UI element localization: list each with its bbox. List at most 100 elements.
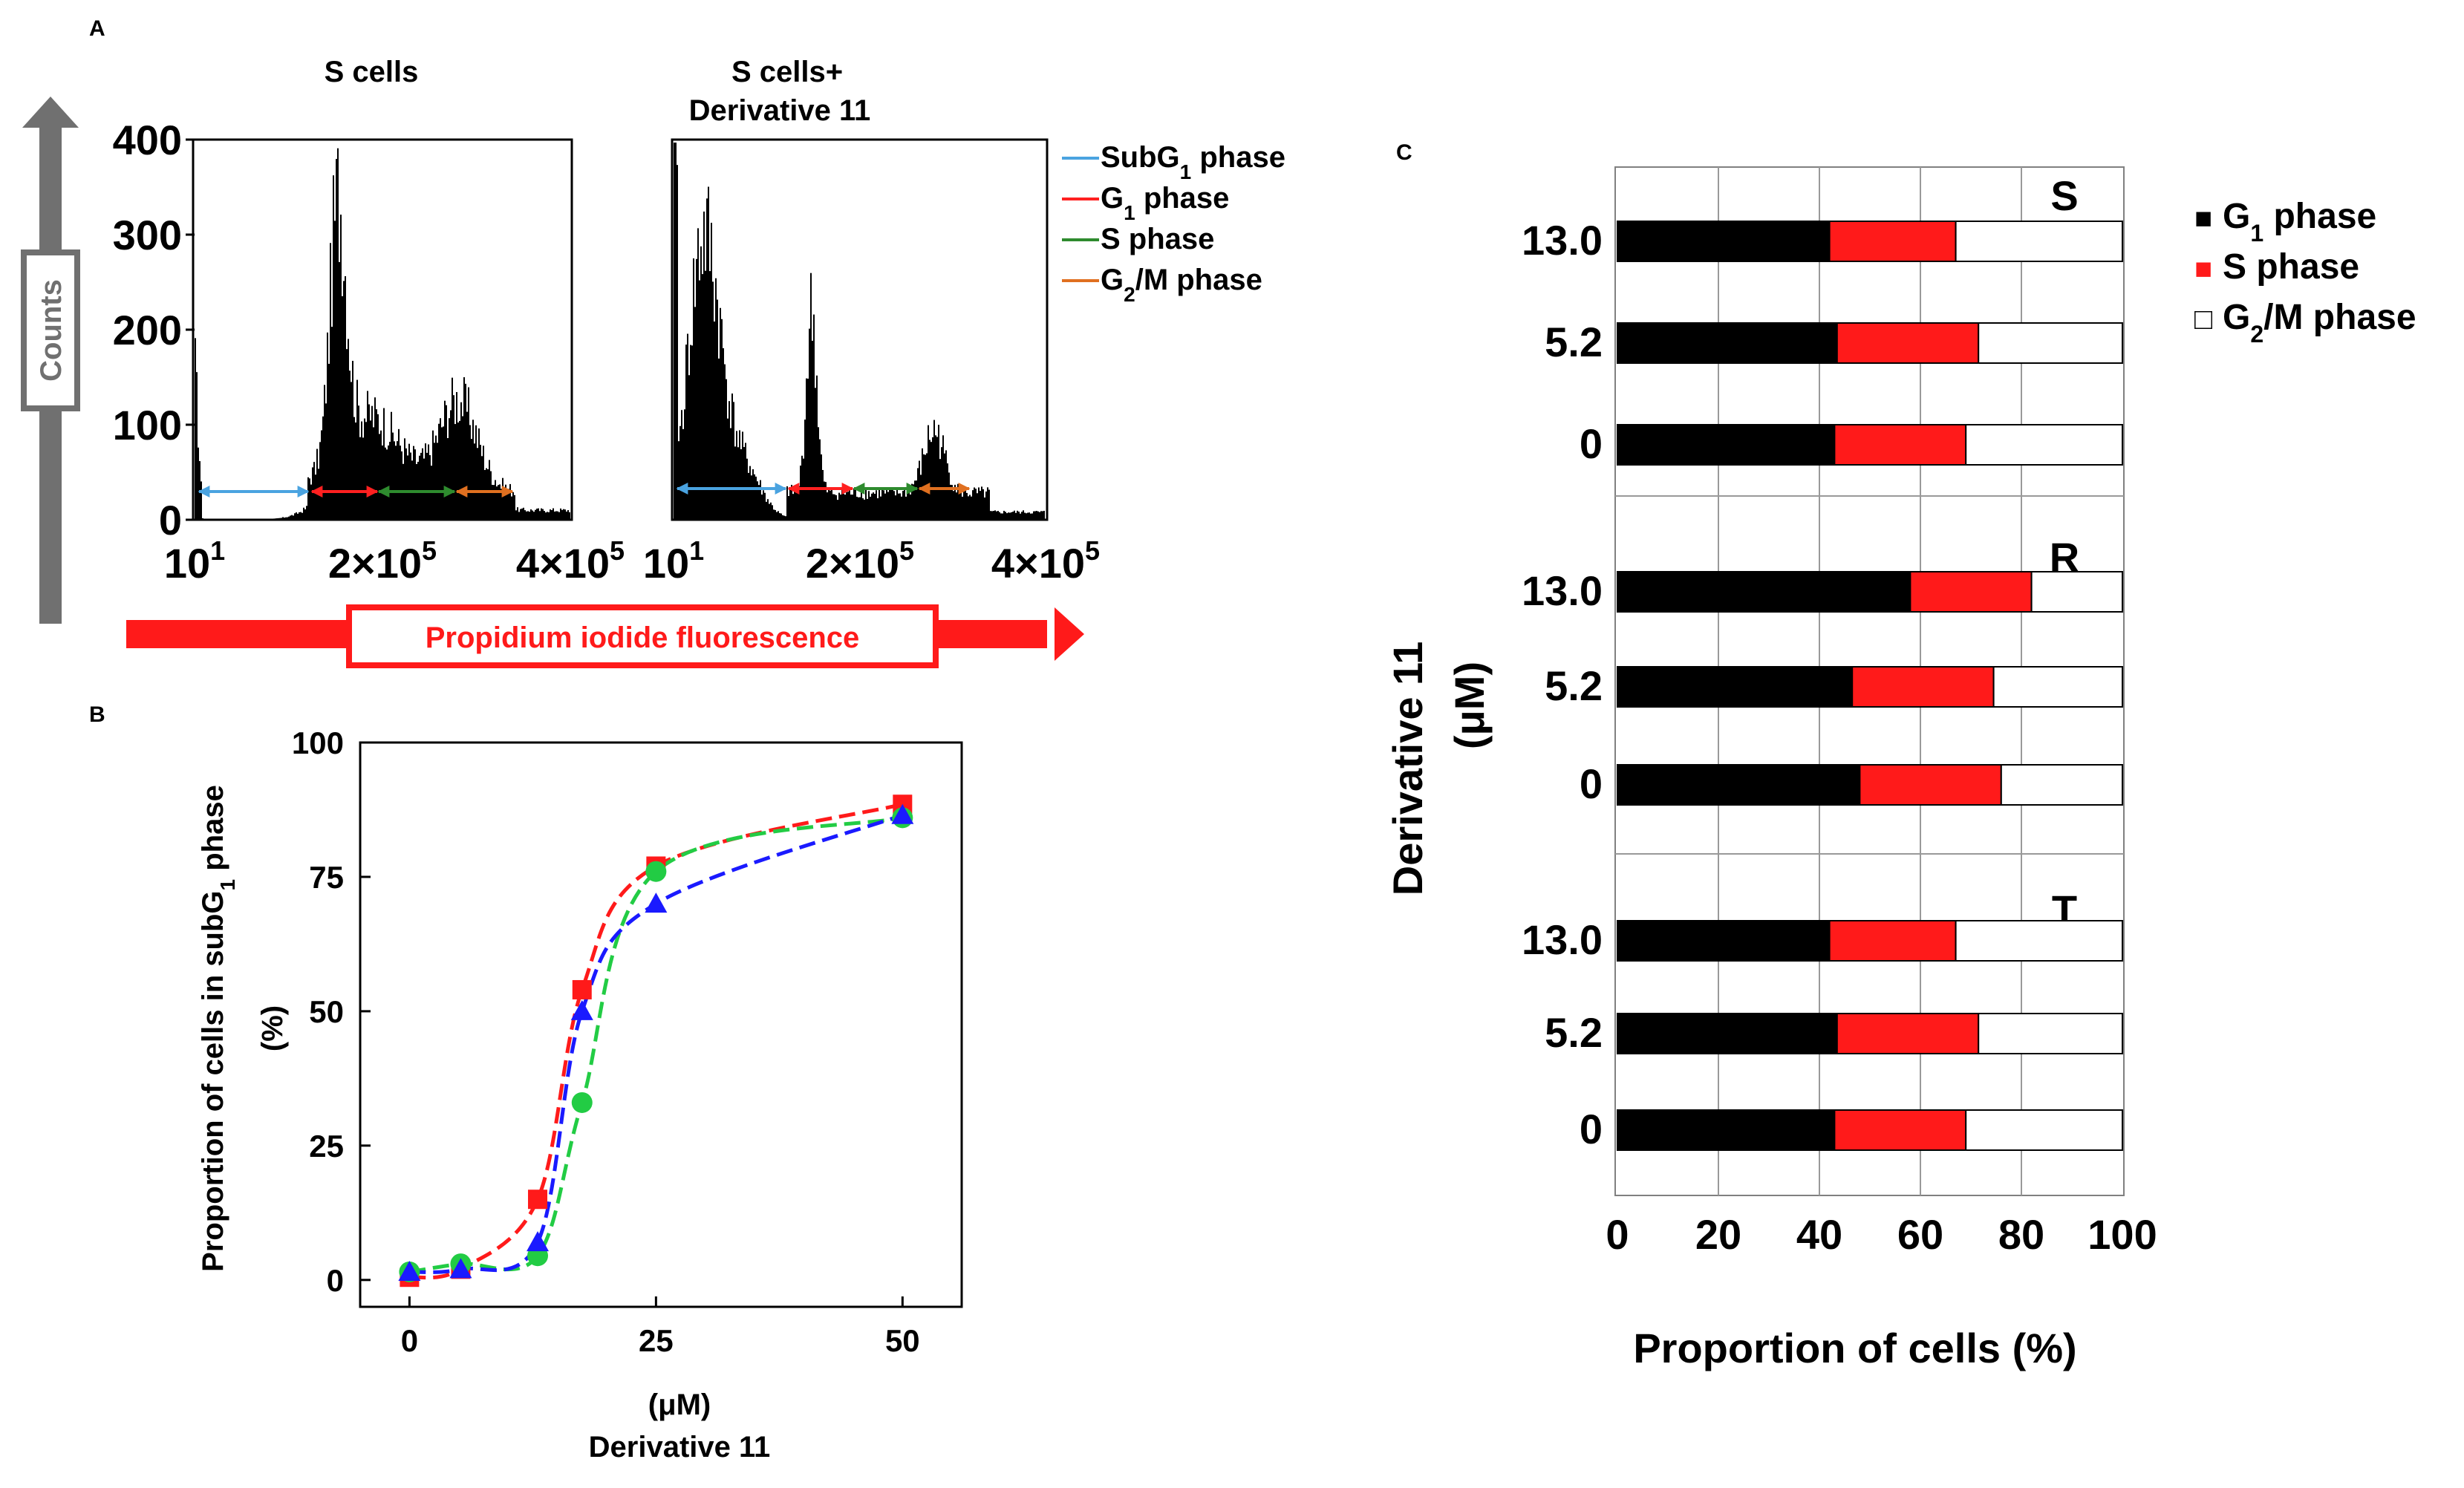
histogram-bar <box>391 411 392 520</box>
histogram-left <box>195 148 570 521</box>
histogram-bar <box>685 345 687 520</box>
histogram-bar <box>340 215 342 520</box>
histogram-bar <box>373 427 374 520</box>
fluorescence-label: Propidium iodide fluorescence <box>426 621 860 654</box>
histogram-bar <box>512 492 514 520</box>
histogram-bar <box>481 456 483 520</box>
histogram-bar <box>800 466 801 520</box>
histogram-bar <box>818 427 819 520</box>
histogram-bar <box>321 430 322 520</box>
histogram-bar <box>1002 513 1003 520</box>
histogram-bar <box>290 515 291 520</box>
histogram-bar <box>413 446 414 520</box>
histogram-bar <box>868 491 870 520</box>
histogram-bar <box>561 509 563 520</box>
histogram-bar <box>1024 512 1026 520</box>
histogram-bar <box>285 517 287 520</box>
x-tick-label: 2×105 <box>328 535 437 587</box>
histogram-bar <box>954 484 956 520</box>
histogram-bar <box>1008 512 1009 520</box>
histogram-bar <box>696 258 697 520</box>
histogram-bar <box>297 513 299 520</box>
histogram-bar <box>287 517 288 520</box>
histogram-bar <box>711 223 712 520</box>
histogram-bar <box>855 489 856 520</box>
histogram-bar <box>327 332 328 520</box>
histogram-bar <box>296 512 297 520</box>
histogram-bar <box>780 513 782 520</box>
histogram-bar <box>694 307 696 520</box>
histogram-bar <box>336 159 337 520</box>
histogram-bar <box>981 486 982 520</box>
histogram-bar <box>272 518 273 520</box>
histogram-bar <box>404 438 405 520</box>
histogram-bar <box>300 512 302 520</box>
y-tick-label: 75 <box>309 860 344 895</box>
histogram-bar <box>359 437 361 520</box>
histogram-bar <box>511 496 512 520</box>
histogram-bar <box>545 512 547 520</box>
histogram-bar <box>196 372 198 520</box>
histogram-bar <box>530 509 532 520</box>
histogram-bar <box>198 447 199 520</box>
histogram-bar <box>535 509 536 520</box>
histogram-bar <box>1017 510 1018 520</box>
data-point-T <box>449 1258 472 1279</box>
histogram-bar <box>483 446 484 520</box>
bar-segment-g1 <box>1617 571 1911 613</box>
histogram-bar <box>337 148 339 520</box>
legend-label: SubG1 phase <box>1101 141 1285 183</box>
counts-label: Counts <box>35 279 68 382</box>
histogram-bar <box>699 280 700 520</box>
histogram-bar <box>723 347 724 520</box>
histogram-bar <box>526 511 527 520</box>
histogram-bar <box>498 485 499 520</box>
histogram-bar <box>383 408 385 520</box>
histogram-bar <box>810 273 812 520</box>
y-tick-label: 400 <box>113 117 182 163</box>
histogram-bar <box>398 428 400 520</box>
histogram-bar <box>1026 513 1027 520</box>
x-tick-label: 20 <box>1695 1211 1741 1258</box>
histogram-bar <box>408 443 410 520</box>
histogram-bar <box>828 489 830 520</box>
histogram-bar <box>832 494 834 520</box>
histogram-bar <box>988 489 990 520</box>
histogram-bar <box>557 511 558 520</box>
histogram-bar <box>1043 510 1045 520</box>
histogram-bar <box>859 497 861 520</box>
histogram-bar <box>564 509 566 520</box>
histogram-bar <box>322 416 324 520</box>
histogram-bar <box>446 405 447 520</box>
histogram-bar <box>687 333 688 520</box>
histogram-bar <box>1020 513 1021 520</box>
histogram-bar <box>936 437 938 520</box>
histogram-bar <box>743 447 745 520</box>
histogram-bar <box>515 510 517 520</box>
histogram-bar <box>560 508 561 520</box>
histogram-bar <box>824 481 825 520</box>
histogram-bar <box>874 494 876 520</box>
histogram-bar <box>1018 512 1020 520</box>
histogram-bar <box>926 453 928 520</box>
histogram-bar <box>453 395 454 520</box>
histogram-bar <box>682 428 684 520</box>
histogram-bar <box>788 495 789 520</box>
histogram-bar <box>376 409 377 520</box>
line-chart-ylabel-unit: (%) <box>256 1005 289 1051</box>
histogram-bar <box>913 484 914 520</box>
histogram-bar <box>870 496 871 520</box>
histogram-bar <box>957 483 959 520</box>
histogram-bar <box>457 422 459 520</box>
histogram-bar <box>291 515 293 520</box>
histogram-bar <box>975 489 977 520</box>
ylabel-main: Proportion of cells in subG <box>197 890 229 1271</box>
histogram-bar <box>284 518 285 520</box>
line-chart-xlabel-unit: (μM) <box>648 1389 711 1421</box>
histogram-bar <box>463 377 465 520</box>
histogram-bar <box>920 474 922 520</box>
histogram-bar <box>778 511 779 520</box>
histogram-bar <box>984 497 985 520</box>
x-tick-label: 0 <box>1606 1211 1629 1258</box>
